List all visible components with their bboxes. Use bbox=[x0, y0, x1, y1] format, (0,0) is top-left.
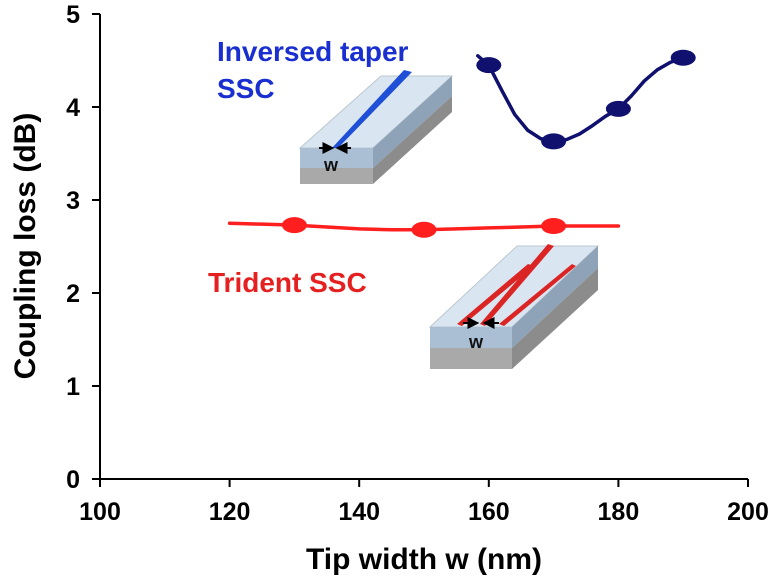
annotation-trident: Trident SSC bbox=[208, 267, 367, 298]
series-inversed-taper-line bbox=[476, 53, 694, 144]
trident-point-2 bbox=[411, 221, 437, 238]
x-tick-label-160: 160 bbox=[468, 498, 510, 526]
x-axis-title: Tip width w (nm) bbox=[306, 543, 542, 576]
x-tick-label-200: 200 bbox=[727, 498, 769, 526]
x-tick-label-180: 180 bbox=[598, 498, 640, 526]
x-ticks: 100 120 140 160 180 200 bbox=[79, 479, 769, 526]
trident-inset: w bbox=[428, 244, 600, 369]
x-tick-label-120: 120 bbox=[209, 498, 251, 526]
inset-w-label-blue: w bbox=[323, 155, 339, 175]
inversed-taper-point-2 bbox=[541, 133, 567, 150]
y-tick-label-0: 0 bbox=[66, 466, 80, 494]
trident-point-1 bbox=[281, 217, 307, 234]
y-tick-label-1: 1 bbox=[66, 373, 80, 401]
inversed-taper-point-3 bbox=[605, 100, 631, 117]
y-tick-label-3: 3 bbox=[66, 187, 80, 215]
annotation-inversed-taper-line1: Inversed taper bbox=[217, 36, 409, 67]
y-tick-label-4: 4 bbox=[66, 94, 80, 122]
series-inversed-taper-points bbox=[476, 49, 696, 150]
inversed-taper-inset: w bbox=[298, 70, 454, 184]
x-tick-label-100: 100 bbox=[79, 498, 121, 526]
trident-point-3 bbox=[541, 218, 567, 235]
inset-w-label-red: w bbox=[468, 332, 484, 352]
y-ticks: 0 1 2 3 4 5 bbox=[66, 1, 100, 494]
y-axis-title: Coupling loss (dB) bbox=[9, 113, 42, 380]
annotation-inversed-taper-line2: SSC bbox=[217, 73, 275, 104]
y-tick-label-5: 5 bbox=[66, 1, 80, 29]
inversed-taper-point-1 bbox=[476, 57, 502, 74]
x-tick-label-140: 140 bbox=[338, 498, 380, 526]
y-tick-label-2: 2 bbox=[66, 280, 80, 308]
series-trident-points bbox=[281, 217, 567, 238]
inversed-taper-point-4 bbox=[670, 49, 696, 66]
